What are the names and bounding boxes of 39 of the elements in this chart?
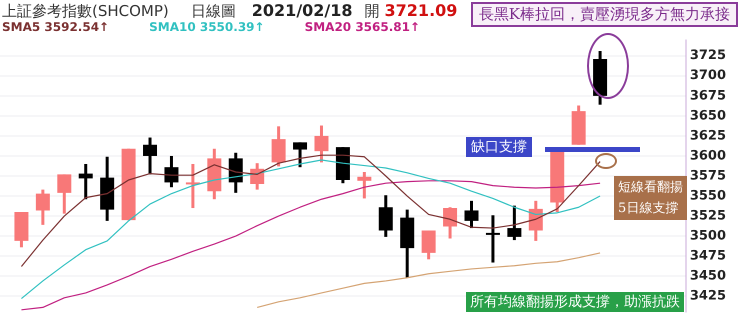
- candlestick: [36, 190, 50, 225]
- candlestick: [507, 206, 522, 240]
- y-tick-label: 3500: [690, 228, 726, 244]
- annotation: 缺口支撐: [466, 137, 532, 157]
- candlestick: [378, 195, 393, 237]
- y-tick-label: 3450: [690, 268, 726, 284]
- text: SMA10 3550.39↑: [149, 20, 265, 34]
- candlestick: [443, 207, 458, 238]
- candlestick: [357, 172, 372, 198]
- y-tick-label: 3725: [690, 48, 726, 64]
- candlestick: [78, 164, 93, 200]
- y-tick-label: 3650: [690, 108, 726, 124]
- candlestick: [486, 215, 500, 263]
- y-tick-label: 3675: [690, 88, 726, 104]
- candlestick: [314, 126, 328, 162]
- text: 2021/02/18: [252, 1, 353, 20]
- y-tick-label: 3425: [690, 288, 726, 304]
- candlestick: [143, 138, 158, 174]
- y-tick-label: 3475: [690, 248, 726, 264]
- y-tick-label: 3600: [690, 148, 726, 164]
- y-tick-label: 3525: [690, 208, 726, 224]
- y-tick-label: 3625: [690, 128, 726, 144]
- text: 開 3721.09: [364, 1, 458, 20]
- y-tick-label: 3575: [690, 168, 726, 184]
- candlestick: [422, 230, 436, 260]
- candlestick: [293, 142, 308, 168]
- y-tick-label: 3550: [690, 188, 726, 204]
- text: SMA5 3592.54↑: [2, 20, 110, 34]
- text: 長黑K棒拉回，賣壓湧現多方無力承接: [470, 2, 738, 27]
- candlestick: [272, 126, 286, 166]
- y-tick-label: 3700: [690, 68, 726, 84]
- candlestick: [464, 200, 478, 228]
- chart-subtitle: 日線圖: [190, 2, 236, 20]
- text: 短線看翻揚 5日線支撐: [614, 176, 687, 220]
- text: SMA20 3565.81↑: [304, 20, 420, 34]
- chart-title: 上証參考指數(SHCOMP): [2, 2, 169, 20]
- annotation: 所有均線翻揚形成支撐，助漲抗跌: [466, 292, 684, 312]
- candlestick: [57, 174, 72, 214]
- candlestick: [164, 156, 178, 188]
